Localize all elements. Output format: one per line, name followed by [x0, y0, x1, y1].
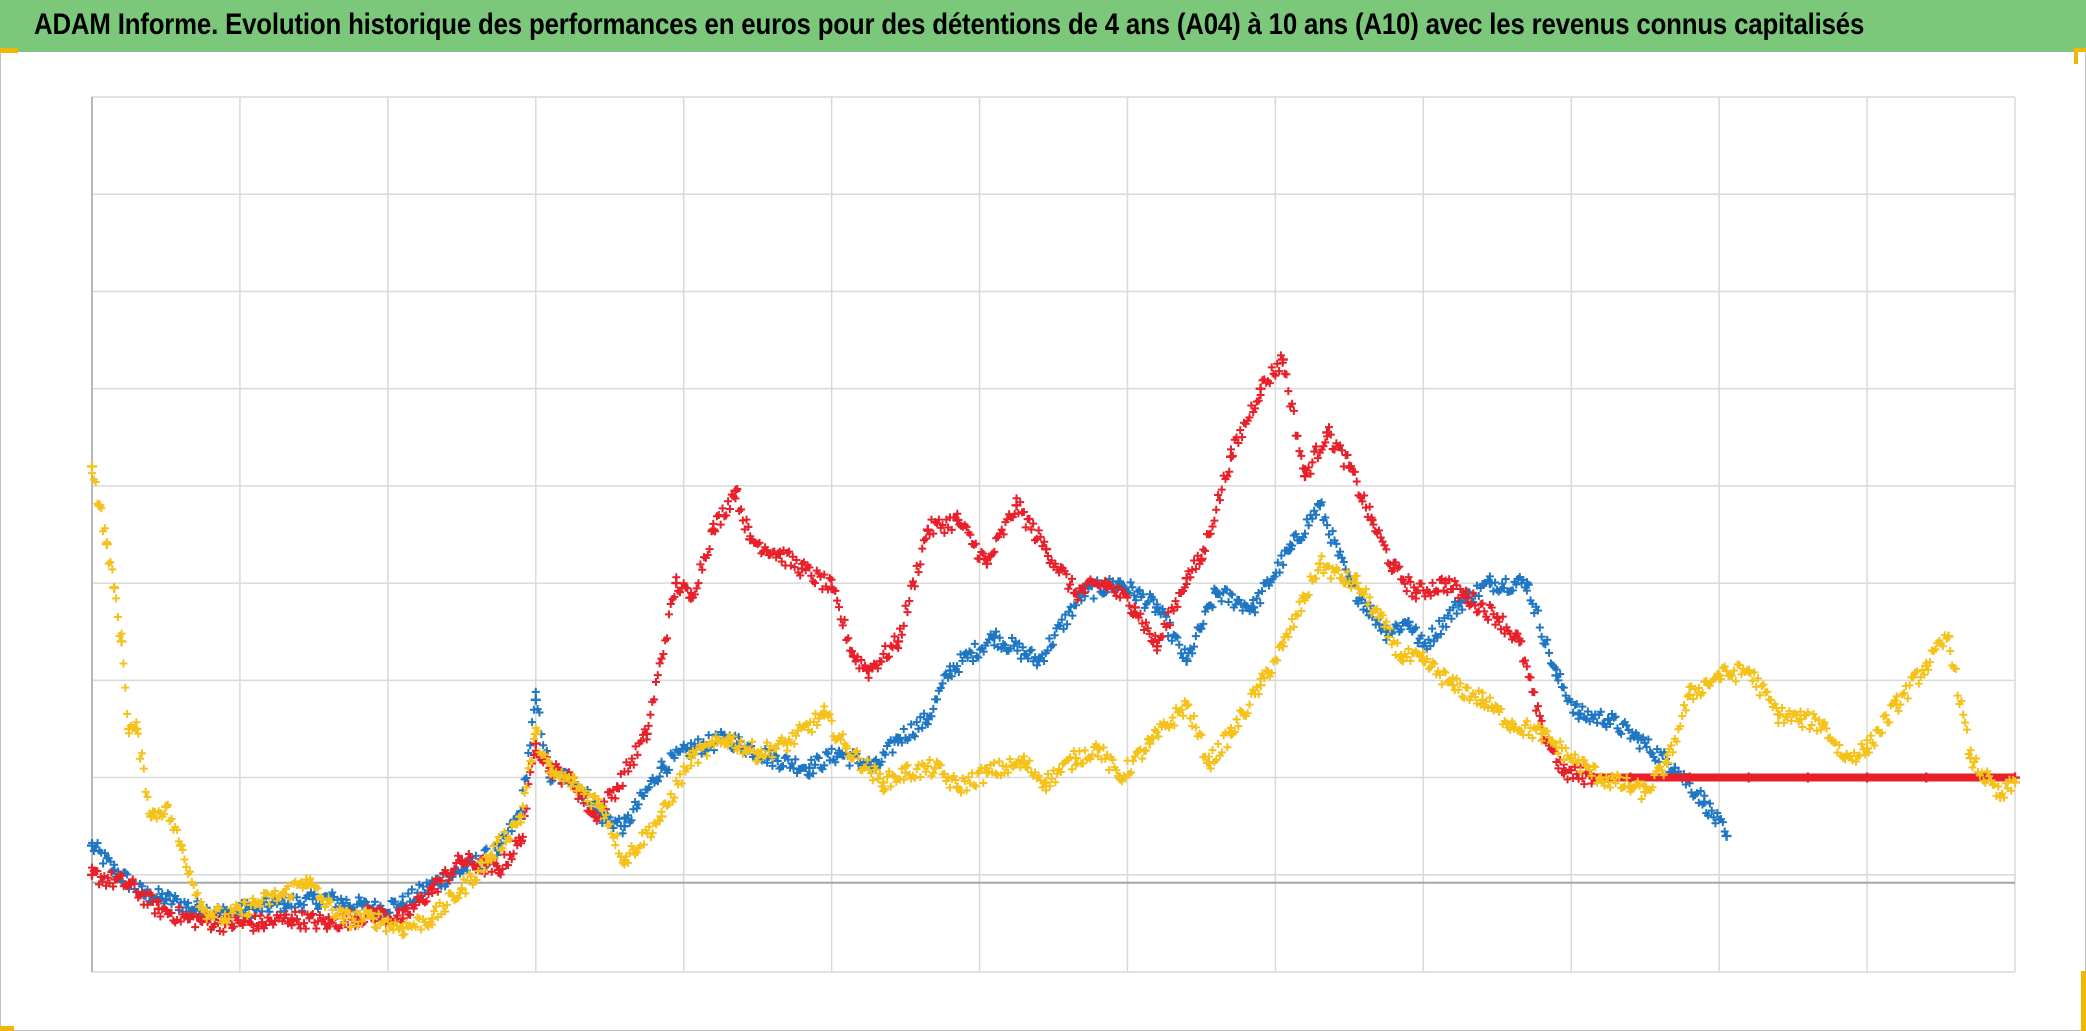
series-marker-cloud: [88, 498, 1729, 926]
title-bar: ADAM Informe. Evolution historique des p…: [0, 0, 2086, 52]
data-point: [530, 694, 541, 705]
corner-accent-bottom-left: [0, 1026, 14, 1031]
series-1: [87, 498, 1732, 926]
series-3: [87, 461, 2020, 940]
series-marker-cloud: [88, 469, 2018, 940]
chart-title: ADAM Informe. Evolution historique des p…: [34, 8, 1865, 41]
data-point: [1721, 830, 1732, 841]
corner-accent-top-right: [2074, 48, 2086, 64]
data-point: [116, 636, 127, 647]
corner-accent-bottom-right: [2081, 971, 2086, 1031]
data-point: [1447, 680, 1458, 691]
corner-accent-top-left: [0, 48, 18, 53]
chart-axes: [91, 97, 2015, 972]
data-point: [1662, 757, 1673, 768]
chart-marks: [87, 351, 2020, 940]
